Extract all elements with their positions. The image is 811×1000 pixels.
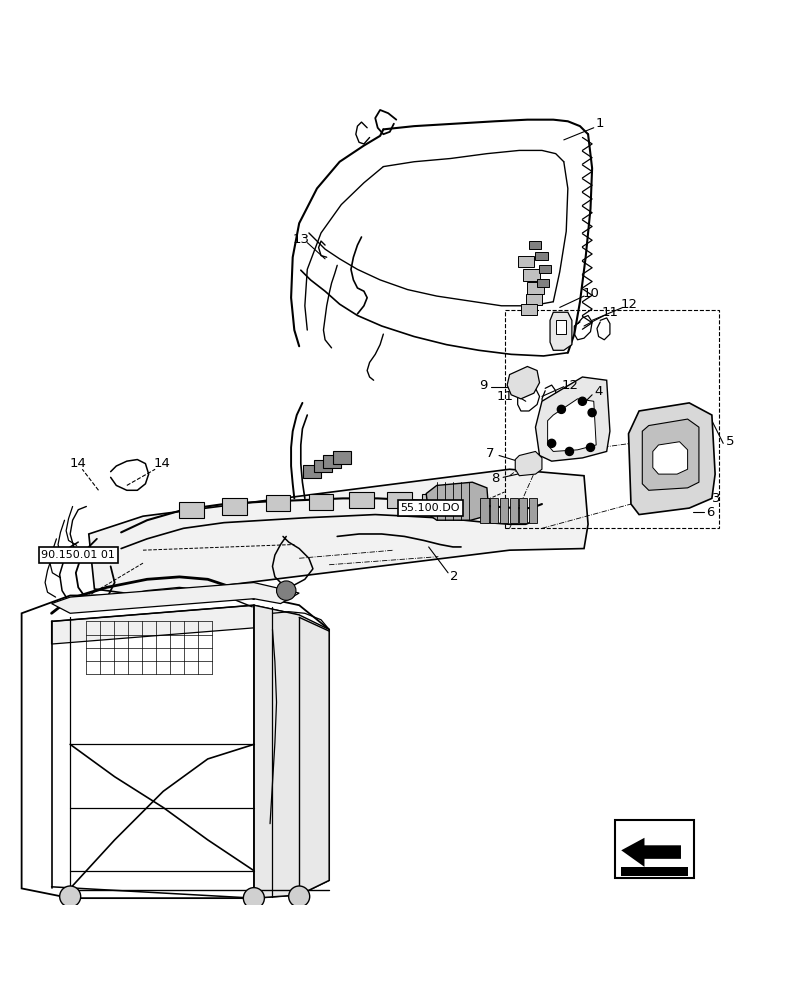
Polygon shape — [547, 399, 595, 451]
Polygon shape — [523, 269, 539, 281]
Polygon shape — [534, 377, 609, 461]
Bar — [614, 820, 693, 878]
Circle shape — [577, 397, 586, 405]
Text: 8: 8 — [490, 472, 499, 485]
Text: 5: 5 — [724, 435, 733, 448]
Polygon shape — [222, 498, 247, 515]
Polygon shape — [22, 595, 328, 898]
Polygon shape — [490, 498, 498, 523]
Polygon shape — [254, 605, 328, 898]
Text: 12: 12 — [561, 379, 578, 392]
Circle shape — [288, 886, 309, 907]
Polygon shape — [454, 495, 478, 511]
Polygon shape — [333, 451, 350, 464]
Polygon shape — [303, 465, 320, 478]
Text: 4: 4 — [594, 385, 602, 398]
Polygon shape — [509, 498, 517, 523]
Circle shape — [556, 405, 564, 413]
Polygon shape — [528, 241, 540, 249]
Text: 55.100.DO: 55.100.DO — [400, 503, 460, 513]
Text: 13: 13 — [292, 233, 309, 246]
Polygon shape — [515, 451, 541, 476]
Polygon shape — [387, 492, 411, 508]
Polygon shape — [507, 366, 539, 399]
Polygon shape — [88, 469, 587, 595]
Polygon shape — [620, 867, 687, 876]
Polygon shape — [179, 502, 204, 518]
Polygon shape — [534, 252, 547, 260]
Circle shape — [547, 439, 555, 447]
Text: 7: 7 — [485, 447, 494, 460]
Polygon shape — [426, 482, 488, 520]
Polygon shape — [549, 312, 571, 350]
Polygon shape — [628, 403, 714, 515]
Circle shape — [564, 447, 573, 455]
Circle shape — [243, 888, 264, 909]
Polygon shape — [620, 838, 680, 867]
Text: 10: 10 — [581, 287, 599, 300]
Polygon shape — [517, 256, 533, 267]
Polygon shape — [642, 419, 698, 490]
Text: 3: 3 — [710, 492, 719, 505]
Polygon shape — [51, 583, 298, 613]
Polygon shape — [422, 494, 446, 510]
Circle shape — [277, 581, 295, 600]
Polygon shape — [500, 498, 508, 523]
Bar — [504, 310, 719, 528]
Polygon shape — [525, 294, 541, 305]
Text: 1: 1 — [595, 117, 603, 130]
Polygon shape — [528, 498, 536, 523]
Text: 9: 9 — [478, 379, 487, 392]
Circle shape — [587, 409, 595, 417]
Polygon shape — [51, 605, 298, 644]
Polygon shape — [526, 282, 543, 294]
Polygon shape — [480, 498, 488, 523]
Polygon shape — [652, 442, 687, 474]
Polygon shape — [308, 494, 333, 510]
Text: 14: 14 — [153, 457, 169, 470]
Text: 90.150.01 01: 90.150.01 01 — [41, 550, 115, 560]
Circle shape — [586, 443, 594, 451]
Polygon shape — [521, 304, 536, 315]
Text: 14: 14 — [70, 457, 87, 470]
Polygon shape — [519, 498, 526, 523]
Polygon shape — [266, 495, 290, 511]
Text: 12: 12 — [620, 298, 637, 311]
Text: 11: 11 — [496, 390, 513, 403]
Polygon shape — [555, 320, 565, 334]
Circle shape — [59, 886, 80, 907]
Text: 11: 11 — [601, 306, 618, 319]
Polygon shape — [323, 455, 341, 468]
Polygon shape — [349, 492, 373, 508]
Text: 2: 2 — [450, 570, 458, 583]
Polygon shape — [538, 265, 550, 273]
Polygon shape — [536, 279, 548, 287]
Text: 6: 6 — [706, 506, 714, 519]
Polygon shape — [313, 460, 331, 472]
